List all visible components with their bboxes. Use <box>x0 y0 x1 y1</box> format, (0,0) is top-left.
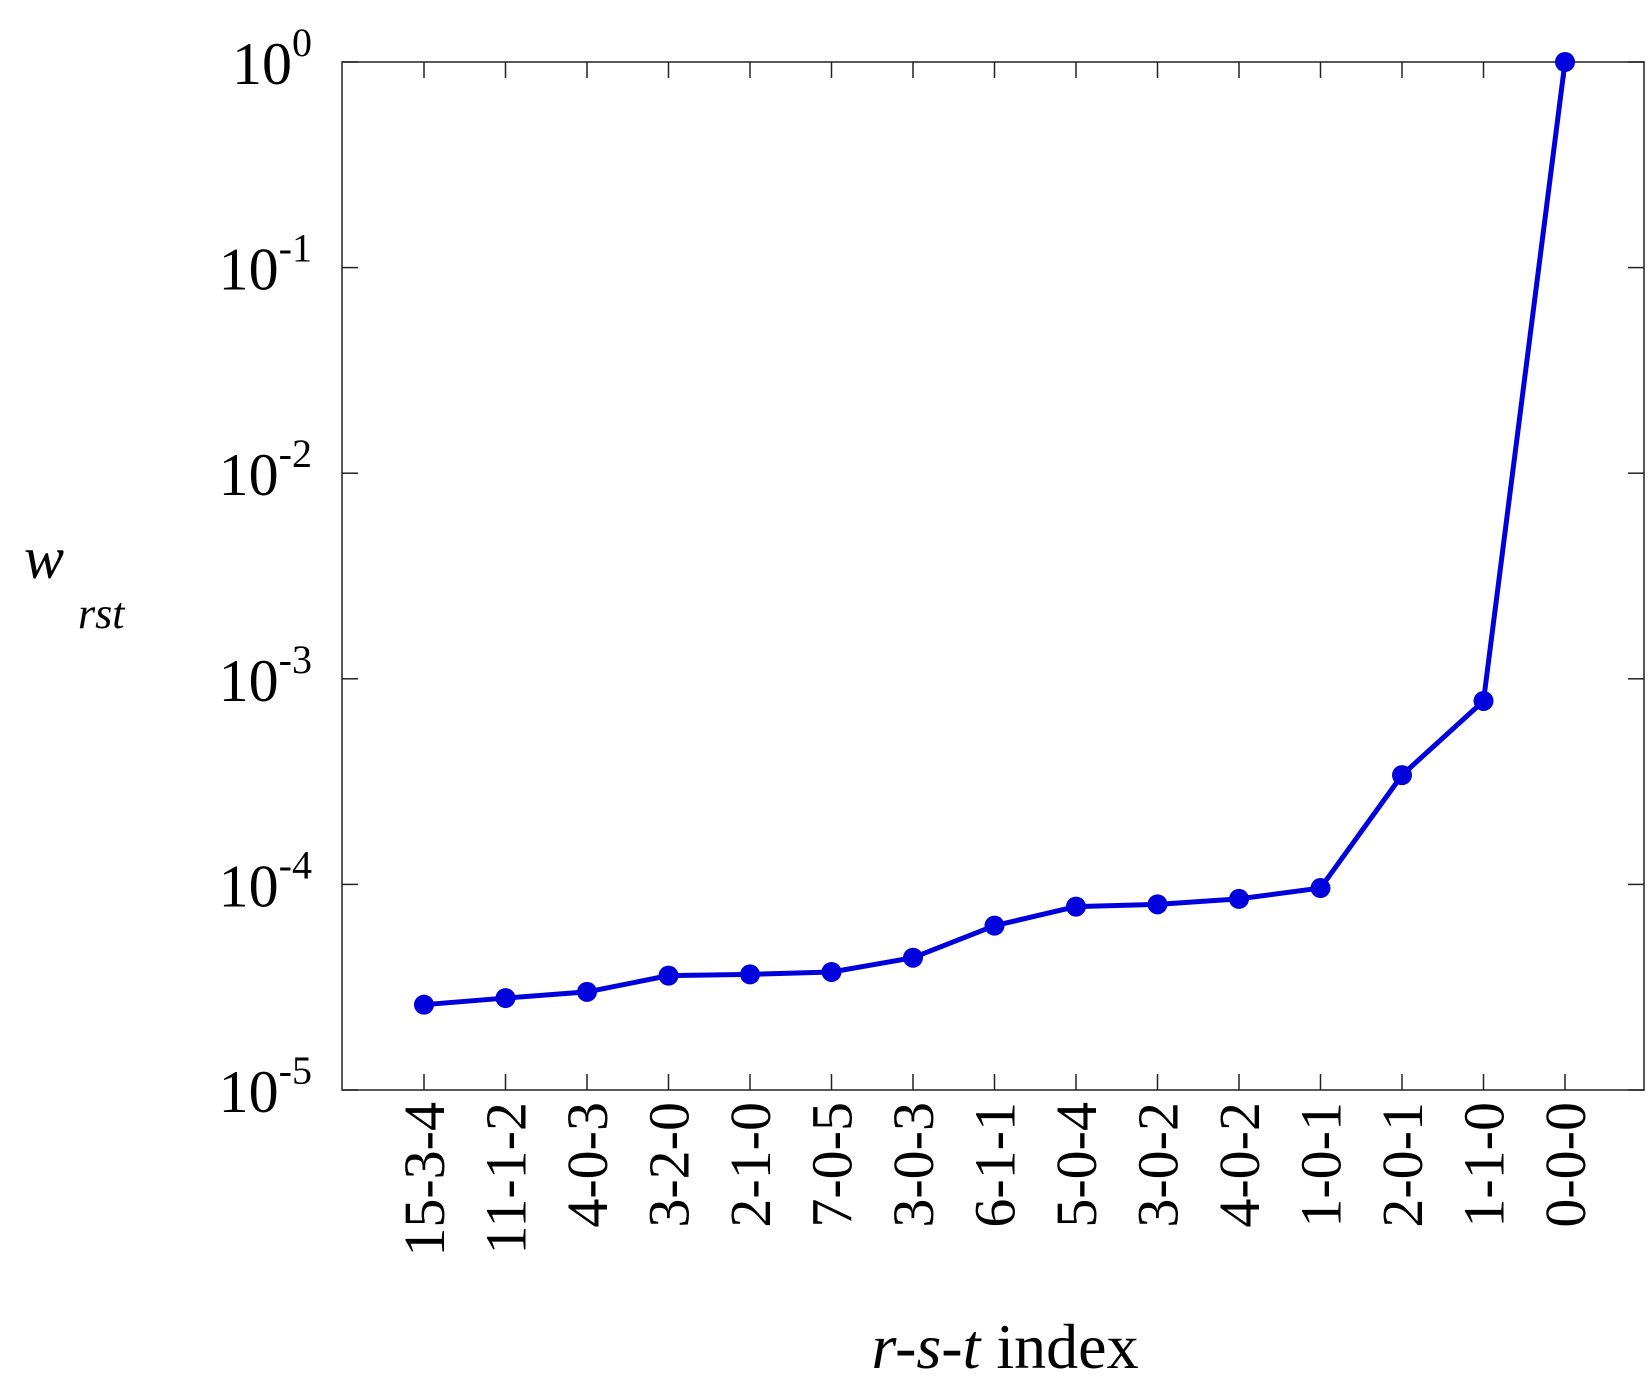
plot-frame <box>341 61 1645 1091</box>
x-tick-label: 11-1-2 <box>474 1102 539 1254</box>
y-tick-label-base: 10 <box>232 31 292 97</box>
y-tick-label: 10-5 <box>219 1048 312 1125</box>
x-tick-label: 5-0-4 <box>1044 1102 1109 1228</box>
data-point <box>1555 52 1575 72</box>
x-axis-label: r-s-t index <box>871 1311 1138 1382</box>
series-line <box>423 61 1568 1008</box>
y-axis-label-subscript: rst <box>78 589 126 638</box>
data-point <box>577 981 597 1002</box>
x-tick-label: 6-1-1 <box>963 1102 1028 1228</box>
data-point <box>984 915 1005 936</box>
x-axis-label-rest: index <box>980 1311 1138 1382</box>
data-point <box>414 994 434 1015</box>
y-tick-label: 10-3 <box>219 637 312 714</box>
x-tick-label: 0-0-0 <box>1533 1102 1598 1228</box>
y-tick-label-base: 10 <box>219 442 279 508</box>
x-tick-label: 1-0-1 <box>1289 1102 1354 1228</box>
y-axis-label: w <box>24 525 64 591</box>
y-tick-label-base: 10 <box>219 1059 279 1125</box>
data-point <box>1066 896 1086 917</box>
data-point <box>1310 878 1331 899</box>
x-tick-label: 7-0-5 <box>800 1102 865 1228</box>
x-tick-label: 1-1-0 <box>1452 1102 1517 1228</box>
data-point <box>658 965 679 986</box>
y-tick-label-exponent: -5 <box>279 1048 312 1093</box>
data-point <box>740 964 760 985</box>
x-tick-label: 3-0-2 <box>1126 1102 1191 1228</box>
data-point <box>1147 894 1168 915</box>
x-tick-label: 4-0-3 <box>555 1102 620 1228</box>
x-tick-label: 3-0-3 <box>881 1102 946 1228</box>
data-point <box>1392 765 1412 786</box>
y-tick-label: 10-4 <box>219 842 312 919</box>
x-axis: 15-3-4 11-1-2 4-0-3 3-2-0 2-1-0 7-0-5 3-0-3 6-1… <box>392 62 1598 1257</box>
data-point <box>903 947 923 968</box>
y-tick-label-base: 10 <box>219 237 279 303</box>
data-point <box>1229 888 1249 909</box>
y-tick-label-exponent: 0 <box>292 20 312 65</box>
data-point <box>1473 690 1494 711</box>
x-axis-label-italic: r-s-t <box>871 1311 982 1382</box>
y-tick-label-exponent: -4 <box>279 842 312 887</box>
y-tick-label: 10-1 <box>219 226 312 303</box>
x-tick-label: 2-1-0 <box>718 1102 783 1228</box>
x-tick-label: 4-0-2 <box>1207 1102 1272 1228</box>
y-tick-label: 10-2 <box>219 431 312 508</box>
x-tick-label: 2-0-1 <box>1370 1102 1435 1228</box>
series-layer <box>414 52 1575 1015</box>
y-tick-label-exponent: -2 <box>279 431 312 476</box>
data-point <box>821 961 842 982</box>
y-tick-label-exponent: -1 <box>279 226 312 271</box>
y-tick-label-base: 10 <box>219 853 279 919</box>
y-axis-label-main: w <box>24 525 64 591</box>
y-tick-label-base: 10 <box>219 648 279 714</box>
x-tick-label: 15-3-4 <box>392 1102 457 1257</box>
y-tick-label-exponent: -3 <box>279 637 312 682</box>
data-point <box>495 988 516 1009</box>
y-tick-label: 100 <box>232 20 312 97</box>
x-tick-label: 3-2-0 <box>637 1102 702 1228</box>
